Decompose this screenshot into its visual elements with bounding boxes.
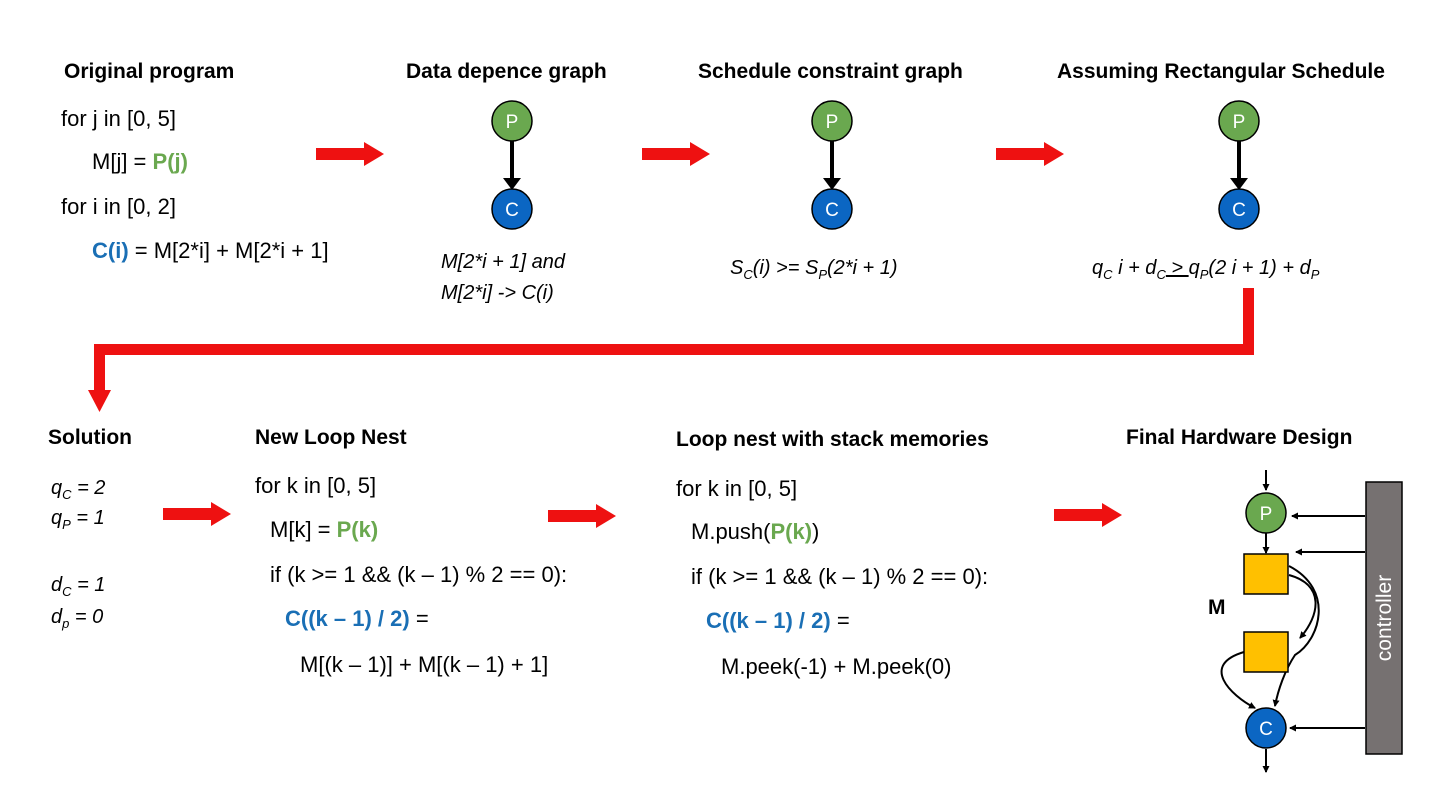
ddg-c-node: C	[491, 188, 533, 230]
ddg-p-node: P	[491, 100, 533, 142]
svg-text:controller: controller	[1373, 575, 1396, 661]
hw-c-node	[1245, 707, 1287, 749]
solution-dc: dC = 1	[51, 574, 106, 599]
original-line-1: for j in [0, 5]	[61, 106, 176, 131]
rect-c-node: C	[1218, 188, 1260, 230]
hw-title: Final Hardware Design	[1126, 426, 1353, 449]
flow-connector	[88, 288, 1254, 412]
hardware-design: P C controller	[1220, 470, 1403, 773]
svg-text:C: C	[1232, 200, 1246, 221]
svg-text:P: P	[1233, 112, 1246, 133]
svg-text:P: P	[506, 112, 519, 133]
original-program-title: Original program	[64, 60, 235, 83]
ddg-caption-2: M[2*i] -> C(i)	[441, 282, 554, 304]
stack-loop-line-4: C((k – 1) / 2) =	[706, 608, 850, 633]
flow-arrow-6	[1054, 503, 1122, 527]
svg-text:C: C	[825, 200, 839, 221]
scg-title: Schedule constraint graph	[698, 60, 963, 83]
new-loop-line-2: M[k] = P(k)	[270, 517, 379, 542]
rect-caption: qC i + dC > qP(2 i + 1) + dP	[1092, 257, 1320, 282]
flow-arrow-4	[163, 502, 231, 526]
flow-arrow-5	[548, 504, 616, 528]
new-loop-line-3: if (k >= 1 && (k – 1) % 2 == 0):	[270, 562, 568, 587]
stack-loop-line-2: M.push(P(k))	[691, 519, 820, 544]
rect-p-node: P	[1218, 100, 1260, 142]
stack-loop-title: Loop nest with stack memories	[676, 428, 989, 451]
scg-p-node: P	[811, 100, 853, 142]
scg-c-node: C	[811, 188, 853, 230]
hw-memory-top	[1243, 553, 1289, 595]
solution-qc: qC = 2	[51, 477, 106, 502]
original-line-2: M[j] = P(j)	[92, 149, 188, 174]
ddg-caption-1: M[2*i + 1] and	[441, 251, 565, 273]
solution-qp: qP = 1	[51, 507, 105, 532]
stack-loop-line-1: for k in [0, 5]	[676, 476, 798, 501]
stack-loop-line-5: M.peek(-1) + M.peek(0)	[721, 654, 952, 679]
svg-text:C: C	[505, 200, 519, 221]
original-line-3: for i in [0, 2]	[61, 194, 176, 219]
svg-text:P: P	[1260, 504, 1273, 525]
original-line-4: C(i) = M[2*i] + M[2*i + 1]	[92, 238, 329, 263]
solution-dp: dp = 0	[51, 606, 104, 631]
new-loop-line-5: M[(k – 1)] + M[(k – 1) + 1]	[300, 652, 549, 677]
scg-caption: SC(i) >= SP(2*i + 1)	[730, 257, 898, 282]
new-loop-line-4: C((k – 1) / 2) =	[285, 606, 429, 631]
hw-p-node	[1245, 492, 1287, 534]
flow-arrow-2	[642, 142, 710, 166]
hw-memory-bottom	[1243, 631, 1289, 673]
solution-title: Solution	[48, 426, 132, 449]
new-loop-title: New Loop Nest	[255, 426, 407, 449]
svg-text:P: P	[826, 112, 839, 133]
hw-memory-label: M	[1208, 596, 1226, 619]
flow-arrow-1	[316, 142, 384, 166]
svg-text:C: C	[1259, 719, 1273, 740]
stack-loop-line-3: if (k >= 1 && (k – 1) % 2 == 0):	[691, 564, 989, 589]
ddg-title: Data depence graph	[406, 60, 607, 83]
hw-controller	[1365, 481, 1403, 755]
flow-arrow-3	[996, 142, 1064, 166]
new-loop-line-1: for k in [0, 5]	[255, 473, 377, 498]
rect-title: Assuming Rectangular Schedule	[1057, 60, 1385, 83]
